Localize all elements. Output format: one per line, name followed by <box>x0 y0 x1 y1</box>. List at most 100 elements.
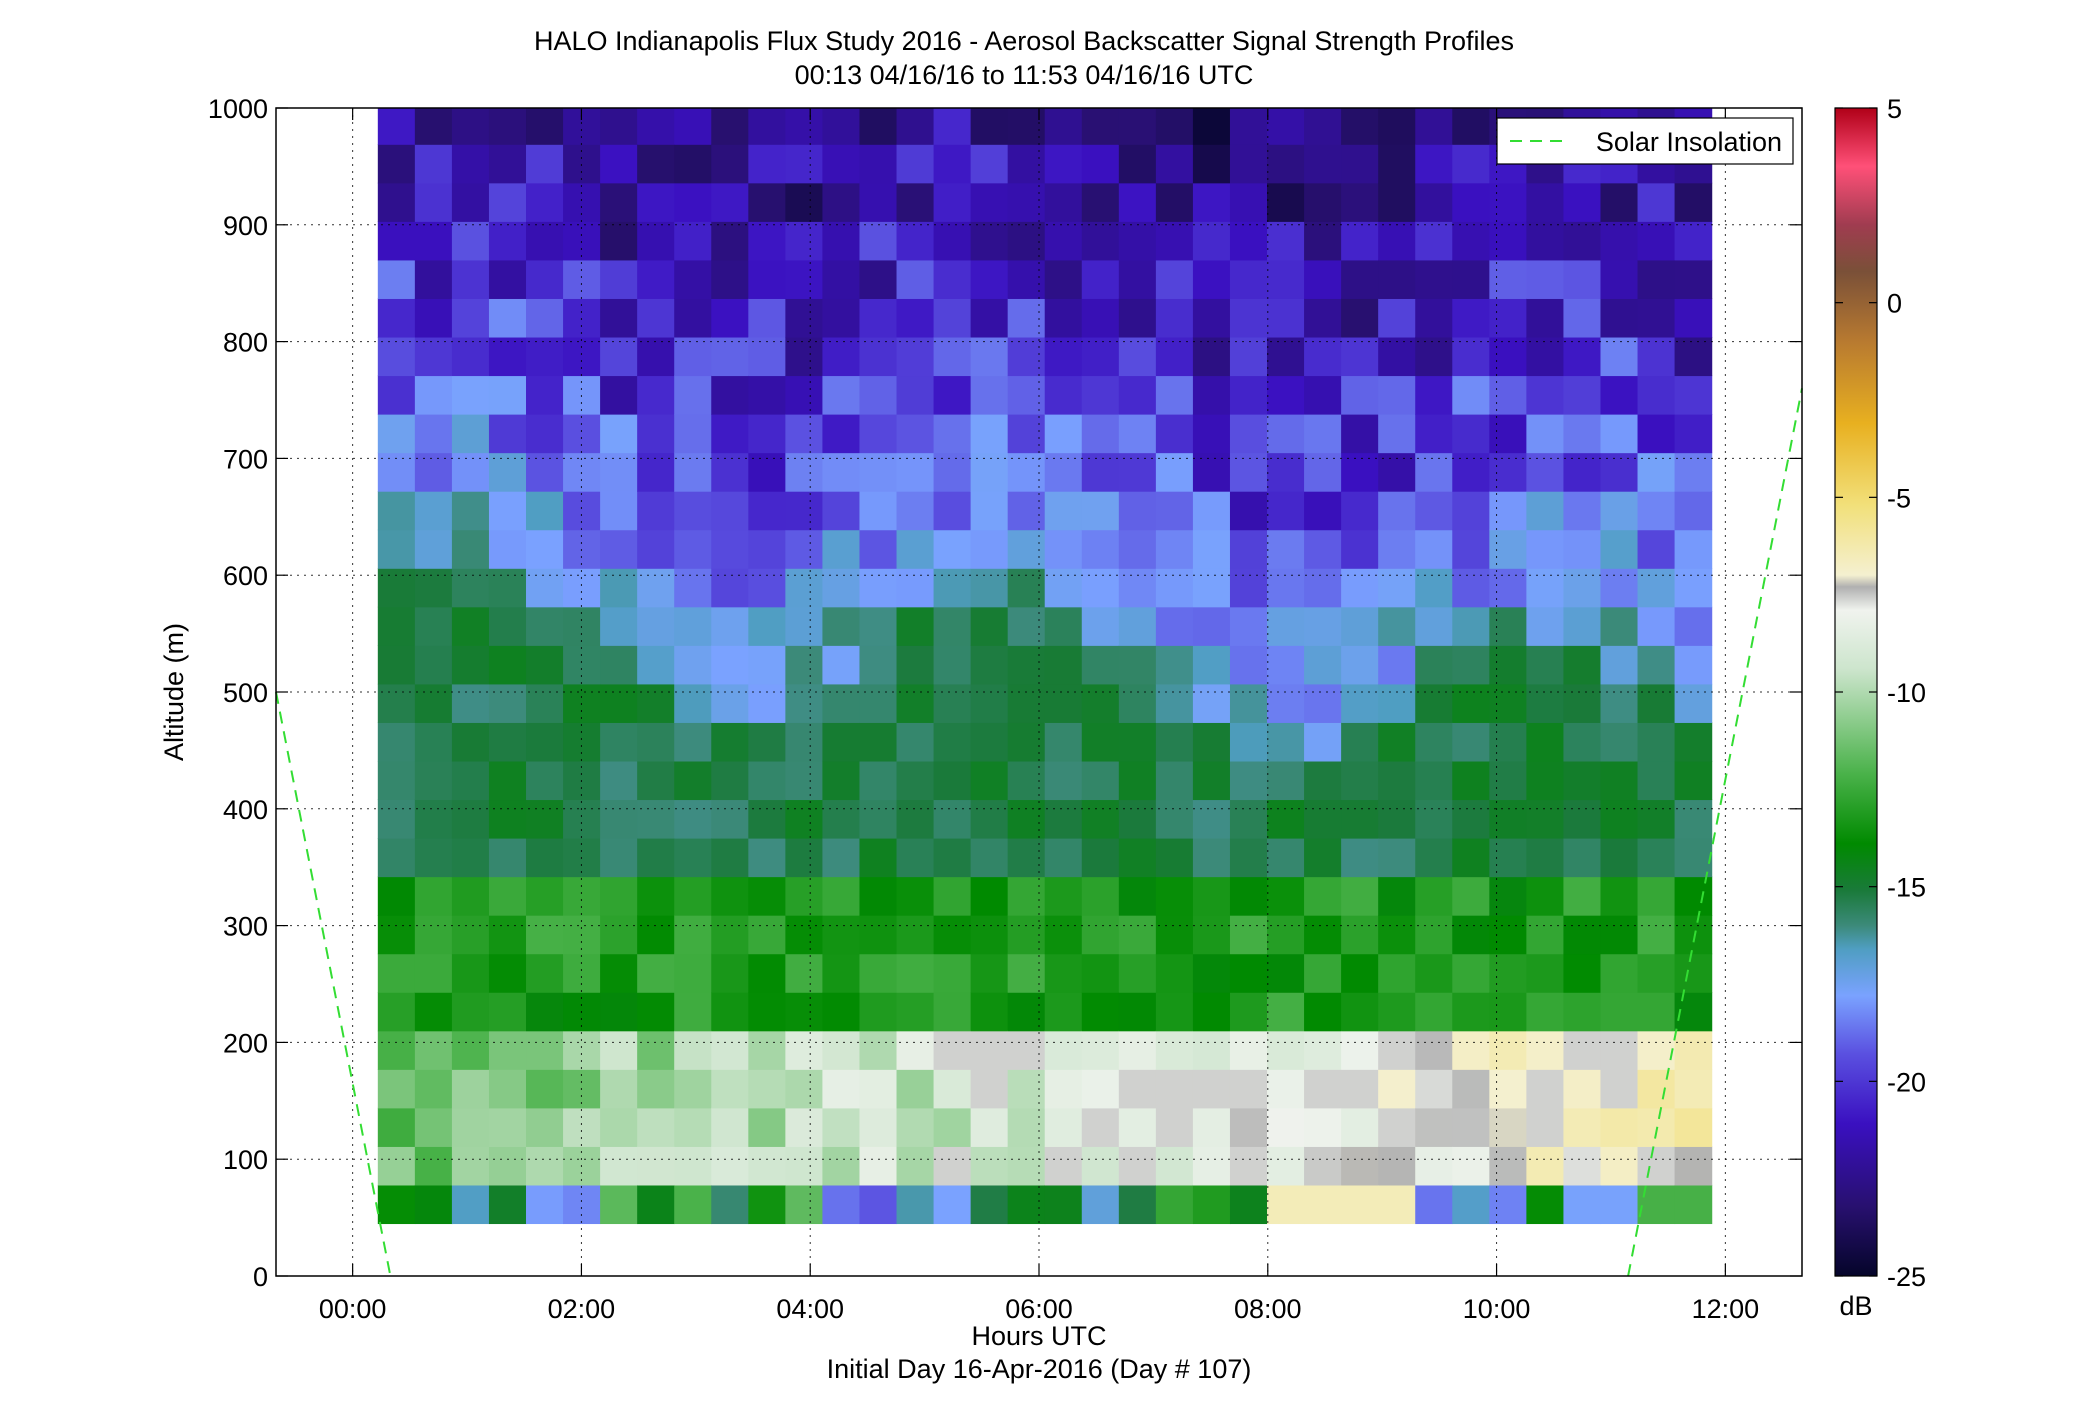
heatmap-cell <box>1081 221 1120 261</box>
heatmap-cell <box>637 1146 675 1186</box>
legend: Solar Insolation <box>1496 117 1794 165</box>
heatmap-cell <box>377 108 416 145</box>
heatmap-cell <box>1192 259 1231 299</box>
heatmap-cell <box>933 992 972 1032</box>
heatmap-cell <box>822 645 861 685</box>
heatmap-cell <box>1415 992 1453 1032</box>
heatmap-cell <box>896 1184 935 1225</box>
heatmap-cell <box>933 760 972 801</box>
heatmap-cell <box>1526 375 1565 415</box>
heatmap-cell <box>1304 1107 1342 1147</box>
heatmap-cell <box>526 992 564 1032</box>
heatmap-cell <box>1192 876 1231 916</box>
heatmap-cell <box>377 568 416 608</box>
heatmap-cell <box>822 298 861 338</box>
heatmap-cell <box>1563 722 1602 762</box>
heatmap-cell <box>526 876 564 916</box>
heatmap-cell <box>1007 992 1046 1032</box>
heatmap-cell <box>1341 108 1379 145</box>
heatmap-cell <box>1118 876 1157 916</box>
heatmap-cell <box>1118 1107 1157 1147</box>
heatmap-cell <box>414 568 453 608</box>
heatmap-cell <box>859 683 898 723</box>
heatmap-cell <box>970 760 1009 801</box>
heatmap-cell <box>748 760 786 801</box>
heatmap-cell <box>970 1030 1009 1070</box>
heatmap-cell <box>1267 683 1305 723</box>
heatmap-cell <box>1155 645 1194 685</box>
heatmap-cell <box>711 683 749 723</box>
heatmap-cell <box>600 336 638 377</box>
heatmap-cell <box>414 221 453 261</box>
heatmap-cell <box>1007 760 1046 801</box>
heatmap-cell <box>600 375 638 415</box>
heatmap-cell <box>1155 760 1194 801</box>
heatmap-cell <box>1304 414 1342 454</box>
heatmap-cell <box>1637 529 1676 569</box>
heatmap-cell <box>859 722 898 762</box>
heatmap-cell <box>970 452 1009 492</box>
y-tick-label: 200 <box>223 1028 268 1058</box>
heatmap-cell <box>600 144 638 184</box>
heatmap-cell <box>1192 1030 1231 1070</box>
heatmap-cell <box>377 259 416 299</box>
heatmap-cell <box>748 221 786 261</box>
heatmap-cell <box>1044 876 1083 916</box>
heatmap-cell <box>451 108 490 145</box>
heatmap-cell <box>711 1069 749 1109</box>
heatmap-cell <box>711 144 749 184</box>
heatmap-cell <box>414 336 453 377</box>
heatmap-cell <box>1415 491 1453 531</box>
heatmap-cell <box>1489 1146 1527 1186</box>
heatmap-cell <box>1118 838 1157 878</box>
heatmap-cell <box>1192 298 1231 338</box>
heatmap-cell <box>1674 375 1713 415</box>
heatmap-cell <box>1637 645 1676 685</box>
heatmap-cell <box>526 606 564 646</box>
heatmap-cell <box>822 221 861 261</box>
heatmap-cell <box>1563 1030 1602 1070</box>
heatmap-cell <box>1489 1069 1527 1109</box>
heatmap-cell <box>488 760 527 801</box>
heatmap-cell <box>1229 1030 1268 1070</box>
heatmap-cell <box>1489 992 1527 1032</box>
heatmap-cell <box>1637 992 1676 1032</box>
heatmap-cell <box>896 722 935 762</box>
heatmap-cell <box>1118 915 1157 955</box>
heatmap-cell <box>785 645 824 685</box>
heatmap-cell <box>377 876 416 916</box>
heatmap-cell <box>896 953 935 993</box>
heatmap-cell <box>1526 259 1565 299</box>
heatmap-cell <box>748 568 786 608</box>
heatmap-cell <box>933 182 972 222</box>
heatmap-cell <box>1192 606 1231 646</box>
heatmap-cell <box>563 568 601 608</box>
heatmap-cell <box>1118 1146 1157 1186</box>
heatmap-cell <box>1192 568 1231 608</box>
heatmap-cell <box>1007 375 1046 415</box>
heatmap-cell <box>1415 259 1453 299</box>
heatmap-cell <box>1563 259 1602 299</box>
heatmap-cell <box>1600 259 1639 299</box>
heatmap-cell <box>859 760 898 801</box>
heatmap-cell <box>1192 722 1231 762</box>
heatmap-cell <box>377 491 416 531</box>
x-axis-label: Hours UTC <box>971 1321 1106 1351</box>
heatmap-cell <box>451 683 490 723</box>
heatmap-cell <box>600 606 638 646</box>
heatmap-cell <box>1155 221 1194 261</box>
colorbar-tick-label: 5 <box>1887 94 1902 124</box>
heatmap-cell <box>1304 915 1342 955</box>
heatmap-cell <box>414 683 453 723</box>
heatmap-cell <box>377 683 416 723</box>
heatmap-cell <box>1007 876 1046 916</box>
heatmap-cell <box>896 683 935 723</box>
heatmap-cell <box>1304 1069 1342 1109</box>
heatmap-cell <box>637 108 675 145</box>
heatmap-cell <box>1044 259 1083 299</box>
heatmap-cell <box>933 1184 972 1225</box>
heatmap-cell <box>933 298 972 338</box>
heatmap-cell <box>748 876 786 916</box>
heatmap-cell <box>859 221 898 261</box>
heatmap-cell <box>1563 1184 1602 1225</box>
